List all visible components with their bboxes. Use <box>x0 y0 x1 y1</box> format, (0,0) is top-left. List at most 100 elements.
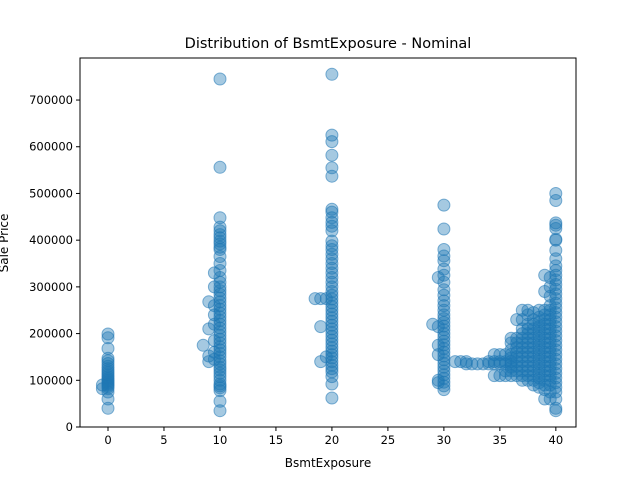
data-point <box>437 330 451 344</box>
data-point <box>325 202 339 216</box>
data-point <box>213 321 227 335</box>
data-point <box>549 366 563 380</box>
data-point <box>325 296 339 310</box>
y-tick-label: 200000 <box>29 327 73 341</box>
data-point <box>437 222 451 236</box>
data-points <box>95 67 563 418</box>
data-point <box>213 404 227 418</box>
data-point <box>325 252 339 266</box>
data-point <box>549 273 563 287</box>
data-point <box>549 232 563 246</box>
data-point <box>549 301 563 315</box>
data-point <box>213 291 227 305</box>
x-axis-ticks: 0 5 10 15 20 25 30 35 40 <box>104 427 563 447</box>
data-point <box>437 379 451 393</box>
y-tick-label: 500000 <box>29 186 73 200</box>
data-point <box>437 345 451 359</box>
data-point <box>325 161 339 175</box>
data-point <box>325 300 339 313</box>
data-point <box>437 383 451 397</box>
data-point <box>213 329 227 342</box>
data-point <box>101 401 115 415</box>
data-point <box>549 352 563 366</box>
data-point <box>325 333 339 347</box>
x-tick-label: 40 <box>549 433 564 447</box>
data-point <box>437 243 451 256</box>
y-tick-label: 100000 <box>29 373 73 387</box>
data-point <box>549 348 563 362</box>
data-point <box>437 349 451 363</box>
data-point <box>325 322 339 336</box>
data-point <box>549 362 563 376</box>
data-point <box>549 187 563 200</box>
data-point <box>314 320 328 334</box>
data-point <box>437 198 451 212</box>
y-tick-label: 300000 <box>29 280 73 294</box>
data-point <box>549 329 563 343</box>
plot-area-frame <box>79 57 577 428</box>
data-point <box>325 205 339 219</box>
data-point <box>549 306 563 320</box>
data-point <box>213 357 227 371</box>
data-point <box>95 382 109 396</box>
data-point <box>213 280 227 294</box>
data-point <box>213 384 227 398</box>
chart-title: Distribution of BsmtExposure - Nominal <box>185 36 472 52</box>
x-tick-label: 20 <box>325 433 340 447</box>
data-point <box>437 368 451 382</box>
y-axis-label: Sale Price <box>0 214 11 273</box>
data-point <box>101 327 115 341</box>
x-tick-label: 5 <box>160 433 167 447</box>
data-point <box>549 296 563 310</box>
data-point <box>213 211 227 225</box>
x-tick-label: 10 <box>213 433 228 447</box>
data-point <box>549 259 563 273</box>
data-point <box>325 271 339 284</box>
data-point <box>213 264 227 277</box>
data-point <box>437 323 451 337</box>
data-point <box>325 234 339 248</box>
data-point <box>437 254 451 268</box>
data-point <box>549 268 563 282</box>
data-point <box>325 266 339 280</box>
data-point <box>437 338 451 352</box>
data-point <box>325 351 339 365</box>
data-point <box>325 148 339 162</box>
data-point <box>325 318 339 332</box>
data-point <box>325 341 339 355</box>
data-point <box>325 239 339 253</box>
data-point <box>213 299 227 313</box>
data-point <box>549 343 563 357</box>
data-point <box>437 360 451 374</box>
data-point <box>213 332 227 346</box>
data-point <box>437 334 451 348</box>
data-point <box>213 271 227 284</box>
x-tick-label: 35 <box>493 433 508 447</box>
data-point <box>549 371 563 385</box>
data-point <box>325 280 339 294</box>
data-point <box>325 355 339 369</box>
data-point <box>549 243 563 257</box>
data-point <box>213 257 227 270</box>
data-point <box>325 307 339 321</box>
data-point <box>437 371 451 385</box>
data-point <box>325 348 339 362</box>
x-tick-label: 30 <box>437 433 452 447</box>
data-point <box>213 302 227 316</box>
data-point <box>549 216 563 230</box>
data-point <box>213 72 227 86</box>
data-point <box>325 215 339 229</box>
data-point <box>549 194 563 207</box>
data-point <box>325 344 339 358</box>
data-point <box>325 362 339 376</box>
data-point <box>437 327 451 341</box>
data-point <box>213 160 227 174</box>
data-point <box>213 317 227 331</box>
data-point <box>549 385 563 399</box>
x-tick-label: 0 <box>104 433 111 447</box>
y-axis-ticks: 0 100000 200000 300000 400000 500000 600000 700… <box>29 93 80 434</box>
data-point <box>213 228 227 242</box>
data-point <box>549 310 563 324</box>
data-point <box>437 303 451 317</box>
